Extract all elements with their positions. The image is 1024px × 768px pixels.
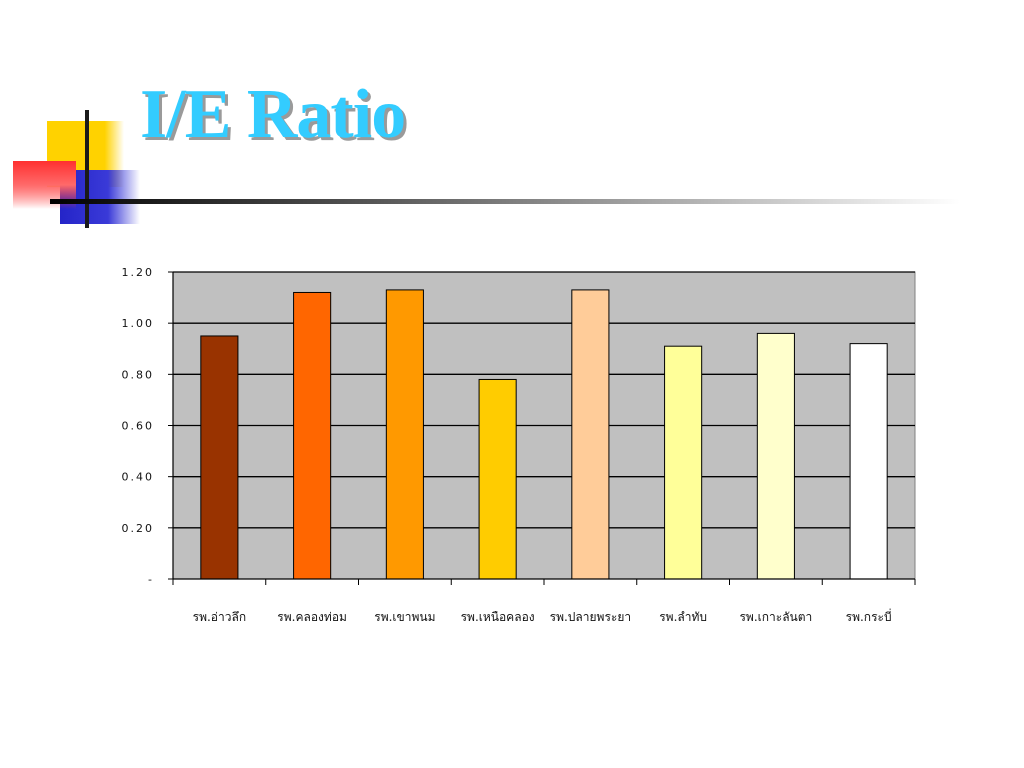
x-tick-label: รพ.ลำทับ <box>659 610 707 624</box>
bar <box>478 378 517 580</box>
x-axis-tick-labels: รพ.อ่าวลึก รพ.คลองท่อม รพ.เขาพนม รพ.เหนือคล… <box>193 608 892 624</box>
y-axis-tick-labels: - 0.20 0.40 0.60 0.80 1.00 1.20 <box>122 266 155 586</box>
y-tick-label: 1.00 <box>122 317 155 330</box>
bars <box>200 289 888 580</box>
axes <box>168 271 916 585</box>
x-tick-label: รพ.เขาพนม <box>374 610 435 624</box>
slide-title: I/E Ratio <box>140 76 406 153</box>
bar <box>849 343 888 580</box>
bar <box>385 289 424 580</box>
bar <box>293 291 332 580</box>
x-tick-label: รพ.เกาะลันตา <box>739 610 812 624</box>
bar <box>756 332 795 580</box>
bar <box>571 289 610 580</box>
y-tick-label: 0.60 <box>122 420 155 433</box>
bar <box>200 335 239 580</box>
decor-vertical-line <box>85 110 89 228</box>
title-underline <box>50 199 960 204</box>
x-tick-label: รพ.ปลายพระยา <box>550 610 631 624</box>
x-tick-label: รพ.เหนือคลอง <box>461 610 535 624</box>
y-tick-label: - <box>148 573 154 586</box>
x-tick-label: รพ.อ่าวลึก <box>193 610 246 624</box>
x-tick-label: รพ.คลองท่อม <box>277 610 347 624</box>
x-tick-label: รพ.กระบี่ <box>846 608 892 624</box>
bar <box>664 345 703 580</box>
y-tick-label: 1.20 <box>122 266 155 279</box>
y-tick-label: 0.20 <box>122 522 155 535</box>
y-tick-label: 0.80 <box>122 368 155 381</box>
y-tick-label: 0.40 <box>122 471 155 484</box>
